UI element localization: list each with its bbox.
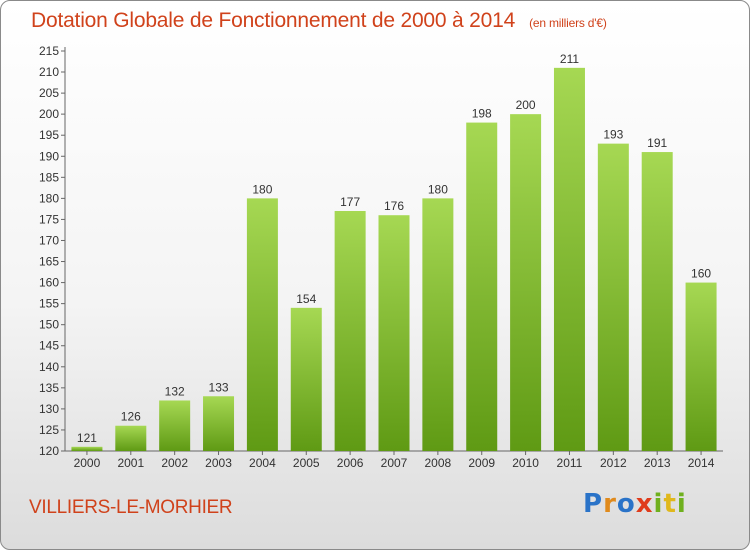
bar-value-label: 154 bbox=[296, 292, 316, 306]
bar-value-label: 121 bbox=[77, 431, 97, 445]
bar-value-label: 200 bbox=[516, 98, 536, 112]
y-tick-label: 175 bbox=[39, 212, 59, 226]
y-tick-label: 140 bbox=[39, 360, 59, 374]
y-tick-label: 125 bbox=[39, 423, 59, 437]
y-tick-label: 205 bbox=[39, 86, 59, 100]
x-tick-label: 2009 bbox=[468, 456, 495, 470]
bar-value-label: 191 bbox=[647, 136, 667, 150]
y-tick-label: 170 bbox=[39, 233, 59, 247]
bar-value-label: 180 bbox=[252, 182, 272, 196]
y-tick-label: 160 bbox=[39, 276, 59, 290]
y-tick-label: 130 bbox=[39, 402, 59, 416]
x-tick-label: 2001 bbox=[117, 456, 144, 470]
x-tick-label: 2011 bbox=[557, 456, 583, 470]
bar bbox=[597, 143, 629, 451]
logo-letter: r bbox=[603, 489, 617, 519]
proxiti-logo: Proxiti bbox=[583, 489, 687, 519]
x-tick-label: 2014 bbox=[688, 456, 715, 470]
bar bbox=[553, 67, 585, 451]
y-tick-label: 135 bbox=[39, 381, 59, 395]
y-tick-label: 210 bbox=[39, 65, 59, 79]
x-tick-label: 2002 bbox=[161, 456, 188, 470]
y-tick-label: 145 bbox=[39, 339, 59, 353]
bar bbox=[378, 215, 410, 451]
commune-name: VILLIERS-LE-MORHIER bbox=[29, 497, 233, 518]
x-tick-label: 2003 bbox=[205, 456, 232, 470]
x-tick-label: 2012 bbox=[600, 456, 627, 470]
x-tick-label: 2005 bbox=[293, 456, 320, 470]
x-tick-label: 2000 bbox=[74, 456, 101, 470]
y-tick-label: 200 bbox=[39, 107, 59, 121]
y-tick-label: 120 bbox=[39, 444, 59, 458]
bar bbox=[334, 211, 366, 451]
bar bbox=[71, 446, 103, 451]
bar-value-label: 133 bbox=[209, 380, 229, 394]
bar bbox=[510, 114, 542, 451]
logo-letter: x bbox=[635, 489, 654, 519]
bar bbox=[203, 396, 235, 451]
bar bbox=[466, 122, 498, 451]
x-tick-label: 2013 bbox=[644, 456, 671, 470]
bar-value-label: 177 bbox=[340, 195, 360, 209]
x-tick-label: 2004 bbox=[249, 456, 276, 470]
bar-value-label: 193 bbox=[603, 128, 623, 142]
y-tick-label: 215 bbox=[39, 44, 59, 58]
logo-letter: i bbox=[653, 489, 664, 519]
x-tick-label: 2007 bbox=[381, 456, 408, 470]
bar bbox=[422, 198, 454, 451]
logo-letter: o bbox=[616, 489, 636, 519]
bar bbox=[641, 152, 673, 452]
bar-value-label: 160 bbox=[691, 267, 711, 281]
y-tick-label: 190 bbox=[39, 149, 59, 163]
logo-letter: P bbox=[583, 489, 604, 519]
x-tick-label: 2006 bbox=[337, 456, 364, 470]
bar-value-label: 176 bbox=[384, 199, 404, 213]
x-tick-label: 2010 bbox=[512, 456, 539, 470]
y-tick-label: 150 bbox=[39, 318, 59, 332]
bar bbox=[246, 198, 278, 451]
y-tick-label: 180 bbox=[39, 191, 59, 205]
bar-value-label: 180 bbox=[428, 182, 448, 196]
unit-label: (en milliers d'€) bbox=[529, 16, 607, 30]
bar-value-label: 126 bbox=[121, 410, 141, 424]
chart-title-block: Dotation Globale de Fonctionnement de 20… bbox=[31, 9, 607, 33]
bar bbox=[685, 282, 717, 451]
bar bbox=[290, 307, 322, 451]
logo-letter: i bbox=[676, 489, 687, 519]
bar-value-label: 211 bbox=[560, 52, 579, 66]
bar bbox=[115, 425, 147, 451]
bar bbox=[159, 400, 191, 451]
y-tick-label: 155 bbox=[39, 297, 59, 311]
y-tick-label: 165 bbox=[39, 255, 59, 269]
bar-value-label: 198 bbox=[472, 107, 492, 121]
x-tick-label: 2008 bbox=[425, 456, 452, 470]
y-tick-label: 185 bbox=[39, 170, 59, 184]
chart-title: Dotation Globale de Fonctionnement de 20… bbox=[31, 9, 516, 32]
y-tick-label: 195 bbox=[39, 128, 59, 142]
bar-value-label: 132 bbox=[165, 384, 185, 398]
logo-letter: t bbox=[663, 489, 677, 519]
